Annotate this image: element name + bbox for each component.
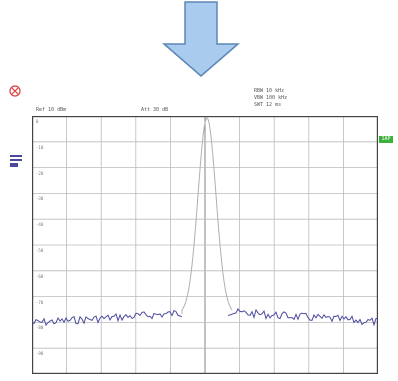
spectrum-plot (32, 116, 378, 374)
plot-border (32, 116, 378, 374)
y-axis-label: -70 (36, 299, 44, 305)
grid-lines (32, 116, 378, 374)
y-axis-label: -10 (36, 144, 44, 150)
reference-level-label: Ref 10 dBm (36, 107, 67, 113)
attenuation-label: Att 30 dB (141, 107, 169, 113)
y-axis-label: -50 (36, 248, 44, 253)
sweep-time-label: SWT 12 ms (254, 102, 282, 108)
bandwidth-settings: RBW 10 kHz VBW 100 kHz SWT 12 ms (254, 88, 287, 109)
peak-trace (181, 117, 233, 314)
noise-trace (32, 307, 378, 327)
trace-icon[interactable] (10, 155, 22, 167)
y-axis-label: 0 (36, 119, 39, 124)
rbw-label: RBW 10 kHz (254, 88, 285, 94)
down-arrow-icon (161, 1, 241, 77)
y-axis-label: -20 (36, 170, 44, 176)
y-axis-label: -90 (36, 351, 44, 357)
y-axis-label: -30 (36, 196, 44, 202)
y-axis-label: -60 (36, 273, 44, 279)
y-axis-label: -40 (36, 222, 44, 228)
vbw-label: VBW 100 kHz (254, 95, 288, 101)
trace-mode-tag: 1AP (379, 136, 393, 143)
marker-icon[interactable] (9, 85, 21, 97)
y-axis-label: -80 (36, 325, 44, 331)
